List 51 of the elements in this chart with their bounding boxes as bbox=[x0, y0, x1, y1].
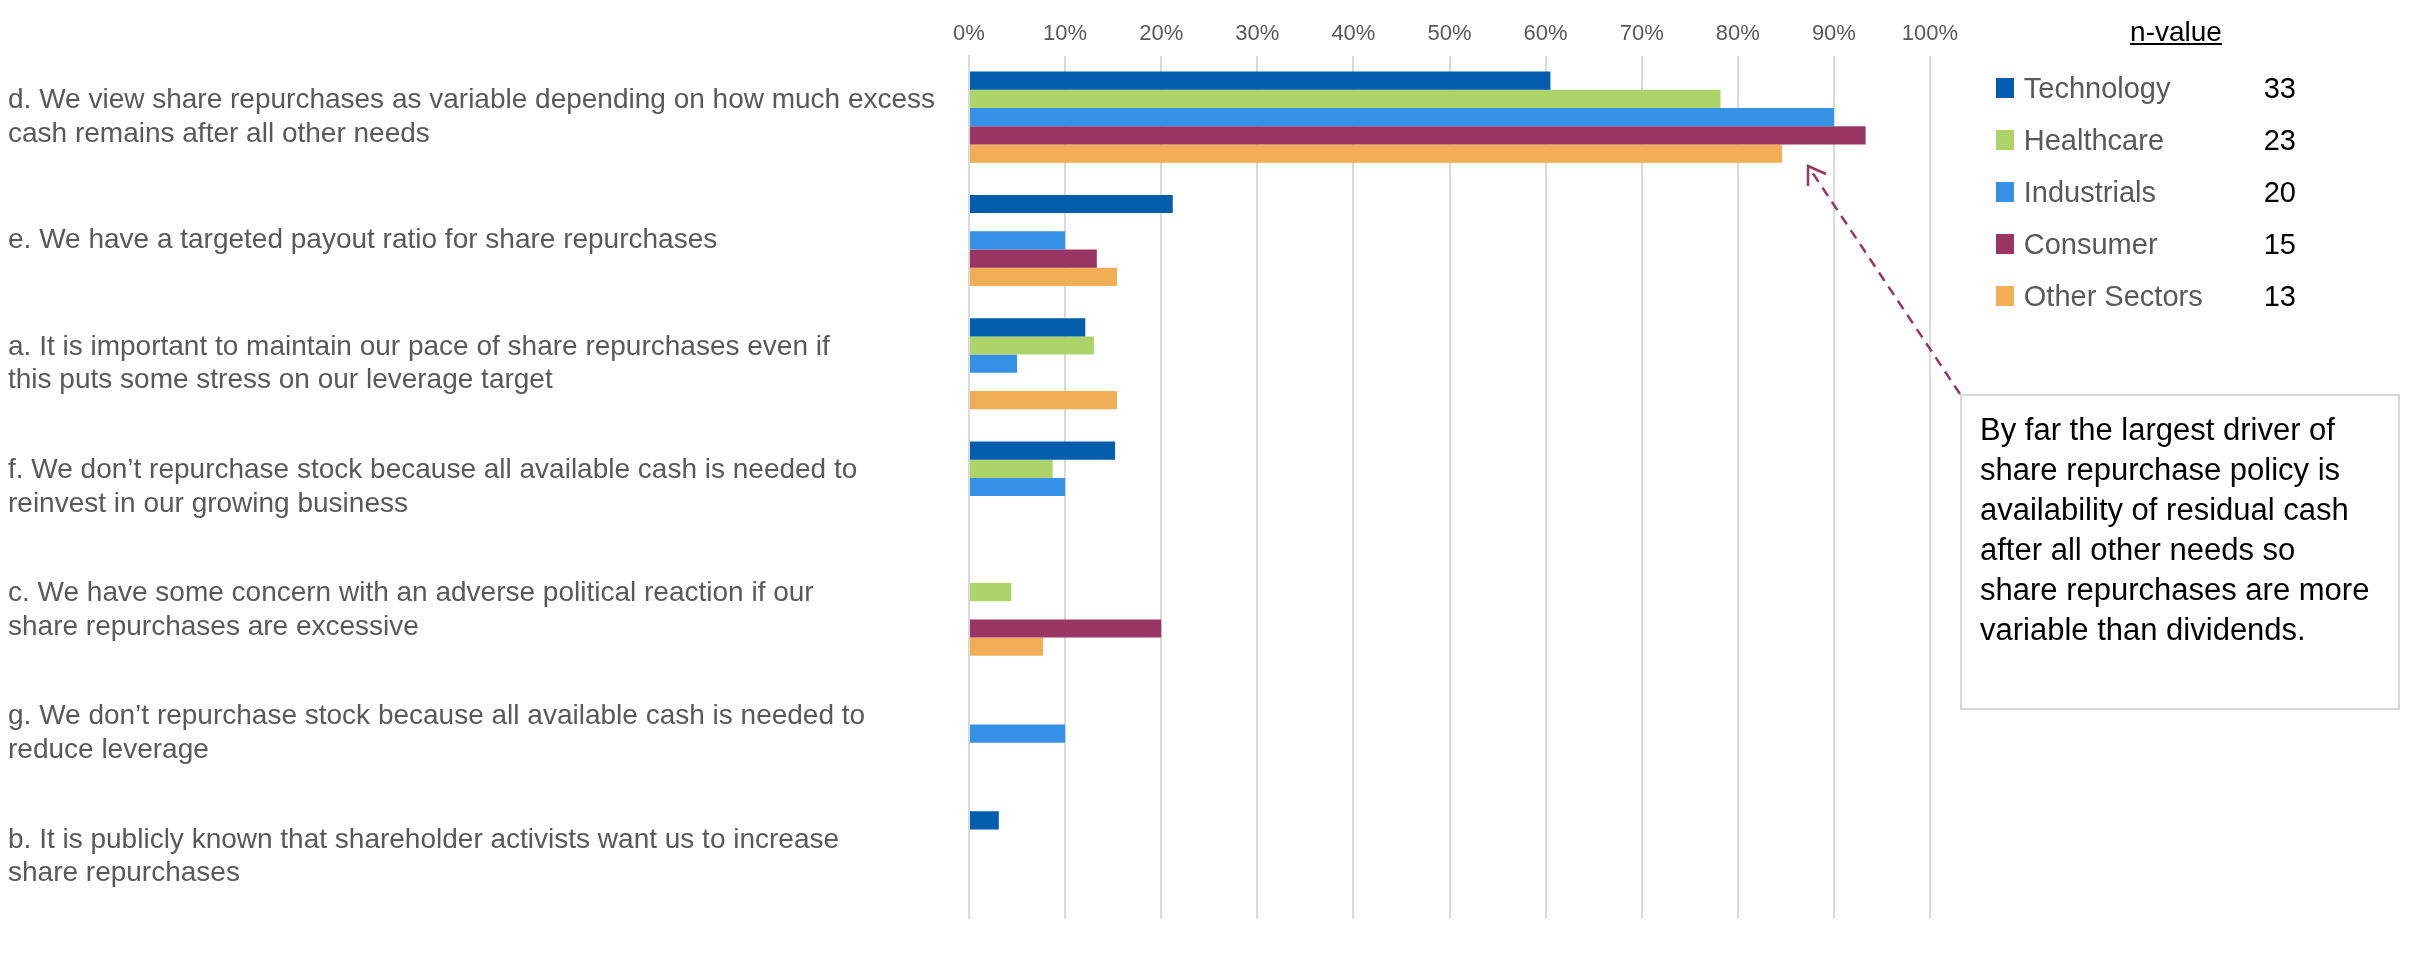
y-tick-label: b. It is publicly known that shareholder activists want us to increase share repurchases bbox=[8, 822, 840, 888]
bar bbox=[970, 582, 1012, 602]
bar bbox=[970, 354, 1018, 373]
text: 13 bbox=[2263, 279, 2296, 313]
legend-label: Technology bbox=[2023, 71, 2172, 105]
bar bbox=[970, 71, 1551, 90]
legend-label: Industrials bbox=[2023, 175, 2157, 209]
bar bbox=[970, 249, 1097, 268]
y-tick-label: d. We view share repurchases as variable depending on how much excess cash remains after all other needs bbox=[8, 83, 936, 148]
x-tick-label: 10% bbox=[1043, 20, 1088, 46]
bar bbox=[970, 336, 1094, 355]
bar bbox=[970, 724, 1066, 743]
bar bbox=[970, 194, 1173, 214]
y-tick-label: c. We have some concern with an adverse political reaction if our share repurchases are excessive bbox=[8, 576, 814, 641]
legend-label: Consumer bbox=[2023, 227, 2159, 261]
x-tick-label: 70% bbox=[1619, 20, 1664, 46]
bar bbox=[970, 811, 999, 830]
legend-title: n-value bbox=[2129, 16, 2223, 48]
x-tick-label: 30% bbox=[1235, 20, 1280, 46]
text: 15 bbox=[2263, 227, 2296, 261]
legend-label: Other Sectors bbox=[2023, 279, 2204, 313]
x-tick-label: 100% bbox=[1901, 20, 1959, 46]
text: 20 bbox=[2263, 175, 2296, 209]
x-tick-label: 40% bbox=[1331, 20, 1376, 46]
x-tick-label: 0% bbox=[953, 20, 985, 46]
bar bbox=[970, 89, 1721, 109]
x-tick-label: 60% bbox=[1523, 20, 1568, 46]
bar bbox=[970, 231, 1066, 250]
bar bbox=[970, 267, 1117, 287]
bar bbox=[970, 318, 1086, 337]
y-tick-label: f. We don’t repurchase stock because all available cash is needed to reinvest in our growing business bbox=[8, 452, 858, 518]
x-tick-label: 50% bbox=[1427, 20, 1472, 46]
legend-label: Healthcare bbox=[2023, 123, 2166, 157]
bar bbox=[970, 619, 1162, 638]
x-tick-label: 20% bbox=[1139, 20, 1184, 46]
bar bbox=[970, 391, 1117, 410]
y-tick-label: g. We don’t repurchase stock because all available cash is needed to reduce leverage bbox=[8, 699, 866, 765]
text: 23 bbox=[2263, 123, 2296, 157]
bar bbox=[970, 126, 1866, 145]
bar bbox=[970, 144, 1783, 163]
bar bbox=[970, 441, 1116, 460]
x-tick-label: 90% bbox=[1811, 20, 1856, 46]
bar bbox=[970, 477, 1066, 497]
bar bbox=[970, 459, 1053, 478]
y-tick-label: a. It is important to maintain our pace of share repurchases even if this puts some stress on our leverage target bbox=[8, 329, 830, 395]
y-tick-label: e. We have a targeted payout ratio for share repurchases bbox=[8, 223, 718, 255]
text: 33 bbox=[2263, 71, 2296, 105]
text: By far the largest driver of share repurchase policy is availability of residual cash after all other needs so share repurchases are more variable than dividends. bbox=[1960, 394, 2400, 710]
bar bbox=[970, 637, 1043, 656]
x-tick-label: 80% bbox=[1715, 20, 1760, 46]
bar bbox=[970, 108, 1834, 127]
